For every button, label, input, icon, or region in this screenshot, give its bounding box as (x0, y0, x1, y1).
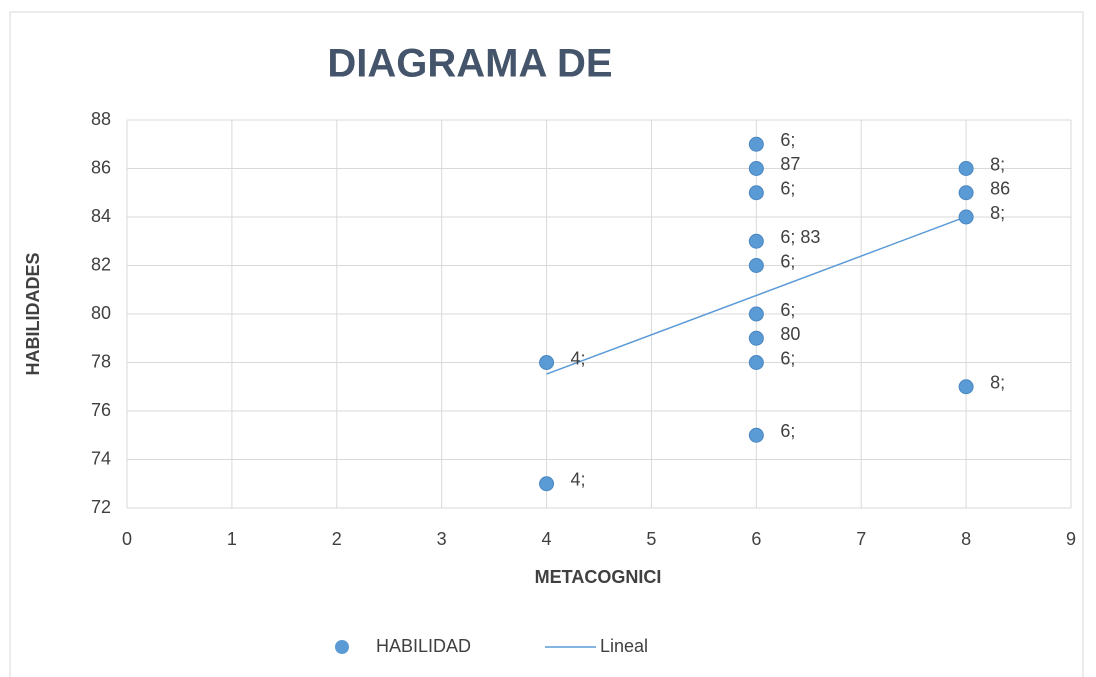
y-tick-label: 78 (91, 351, 111, 371)
point (748, 306, 764, 322)
data-label: 8; (990, 373, 1005, 393)
data-label: 86 (990, 178, 1010, 198)
point (748, 233, 764, 249)
point (748, 427, 764, 443)
x-tick-label: 9 (1066, 529, 1076, 549)
data-label: 87 (780, 154, 800, 174)
x-tick-label: 4 (542, 529, 552, 549)
x-tick-label: 1 (227, 529, 237, 549)
point (958, 161, 974, 176)
data-label: 4; (571, 470, 586, 490)
data-label: 8; (990, 154, 1005, 174)
y-tick-label: 74 (91, 448, 111, 468)
legend-label: HABILIDAD (376, 636, 471, 656)
x-tick-label: 6 (751, 529, 761, 549)
y-tick-label: 80 (91, 303, 111, 323)
data-label: 6; 83 (780, 227, 820, 247)
x-tick-label: 0 (122, 529, 132, 549)
y-tick-label: 86 (91, 157, 111, 177)
y-tick-label: 76 (91, 400, 111, 420)
x-tick-label: 5 (646, 529, 656, 549)
x-axis-title: METACOGNICI (535, 567, 662, 587)
data-label: 8; (990, 203, 1005, 223)
legend-marker (335, 640, 349, 654)
y-tick-label: 88 (91, 109, 111, 129)
point (958, 209, 974, 225)
point (748, 355, 764, 370)
x-tick-label: 3 (437, 529, 447, 549)
y-tick-label: 72 (91, 497, 111, 517)
x-tick-label: 7 (856, 529, 866, 549)
data-label: 6; (780, 251, 795, 271)
data-label: 6; (780, 348, 795, 368)
point (748, 258, 764, 273)
point (539, 355, 555, 370)
trendline (546, 216, 967, 375)
data-label: 6; (780, 421, 795, 441)
data-label: 6; (780, 130, 795, 150)
point (748, 161, 764, 176)
point (748, 185, 764, 201)
legend-label: Lineal (600, 636, 648, 656)
y-tick-label: 84 (91, 206, 111, 226)
data-label: 4; (571, 348, 586, 368)
point (539, 476, 555, 492)
point (748, 136, 764, 152)
data-label: 6; (780, 300, 795, 320)
x-tick-label: 2 (332, 529, 342, 549)
y-tick-label: 82 (91, 254, 111, 274)
point (958, 185, 974, 201)
point (748, 330, 764, 346)
data-label: 80 (780, 324, 800, 344)
point (958, 379, 974, 395)
y-axis-title: HABILIDADES (23, 252, 43, 375)
chart-title: DIAGRAMA DE (327, 42, 612, 86)
x-tick-label: 8 (961, 529, 971, 549)
data-label: 6; (780, 179, 795, 199)
